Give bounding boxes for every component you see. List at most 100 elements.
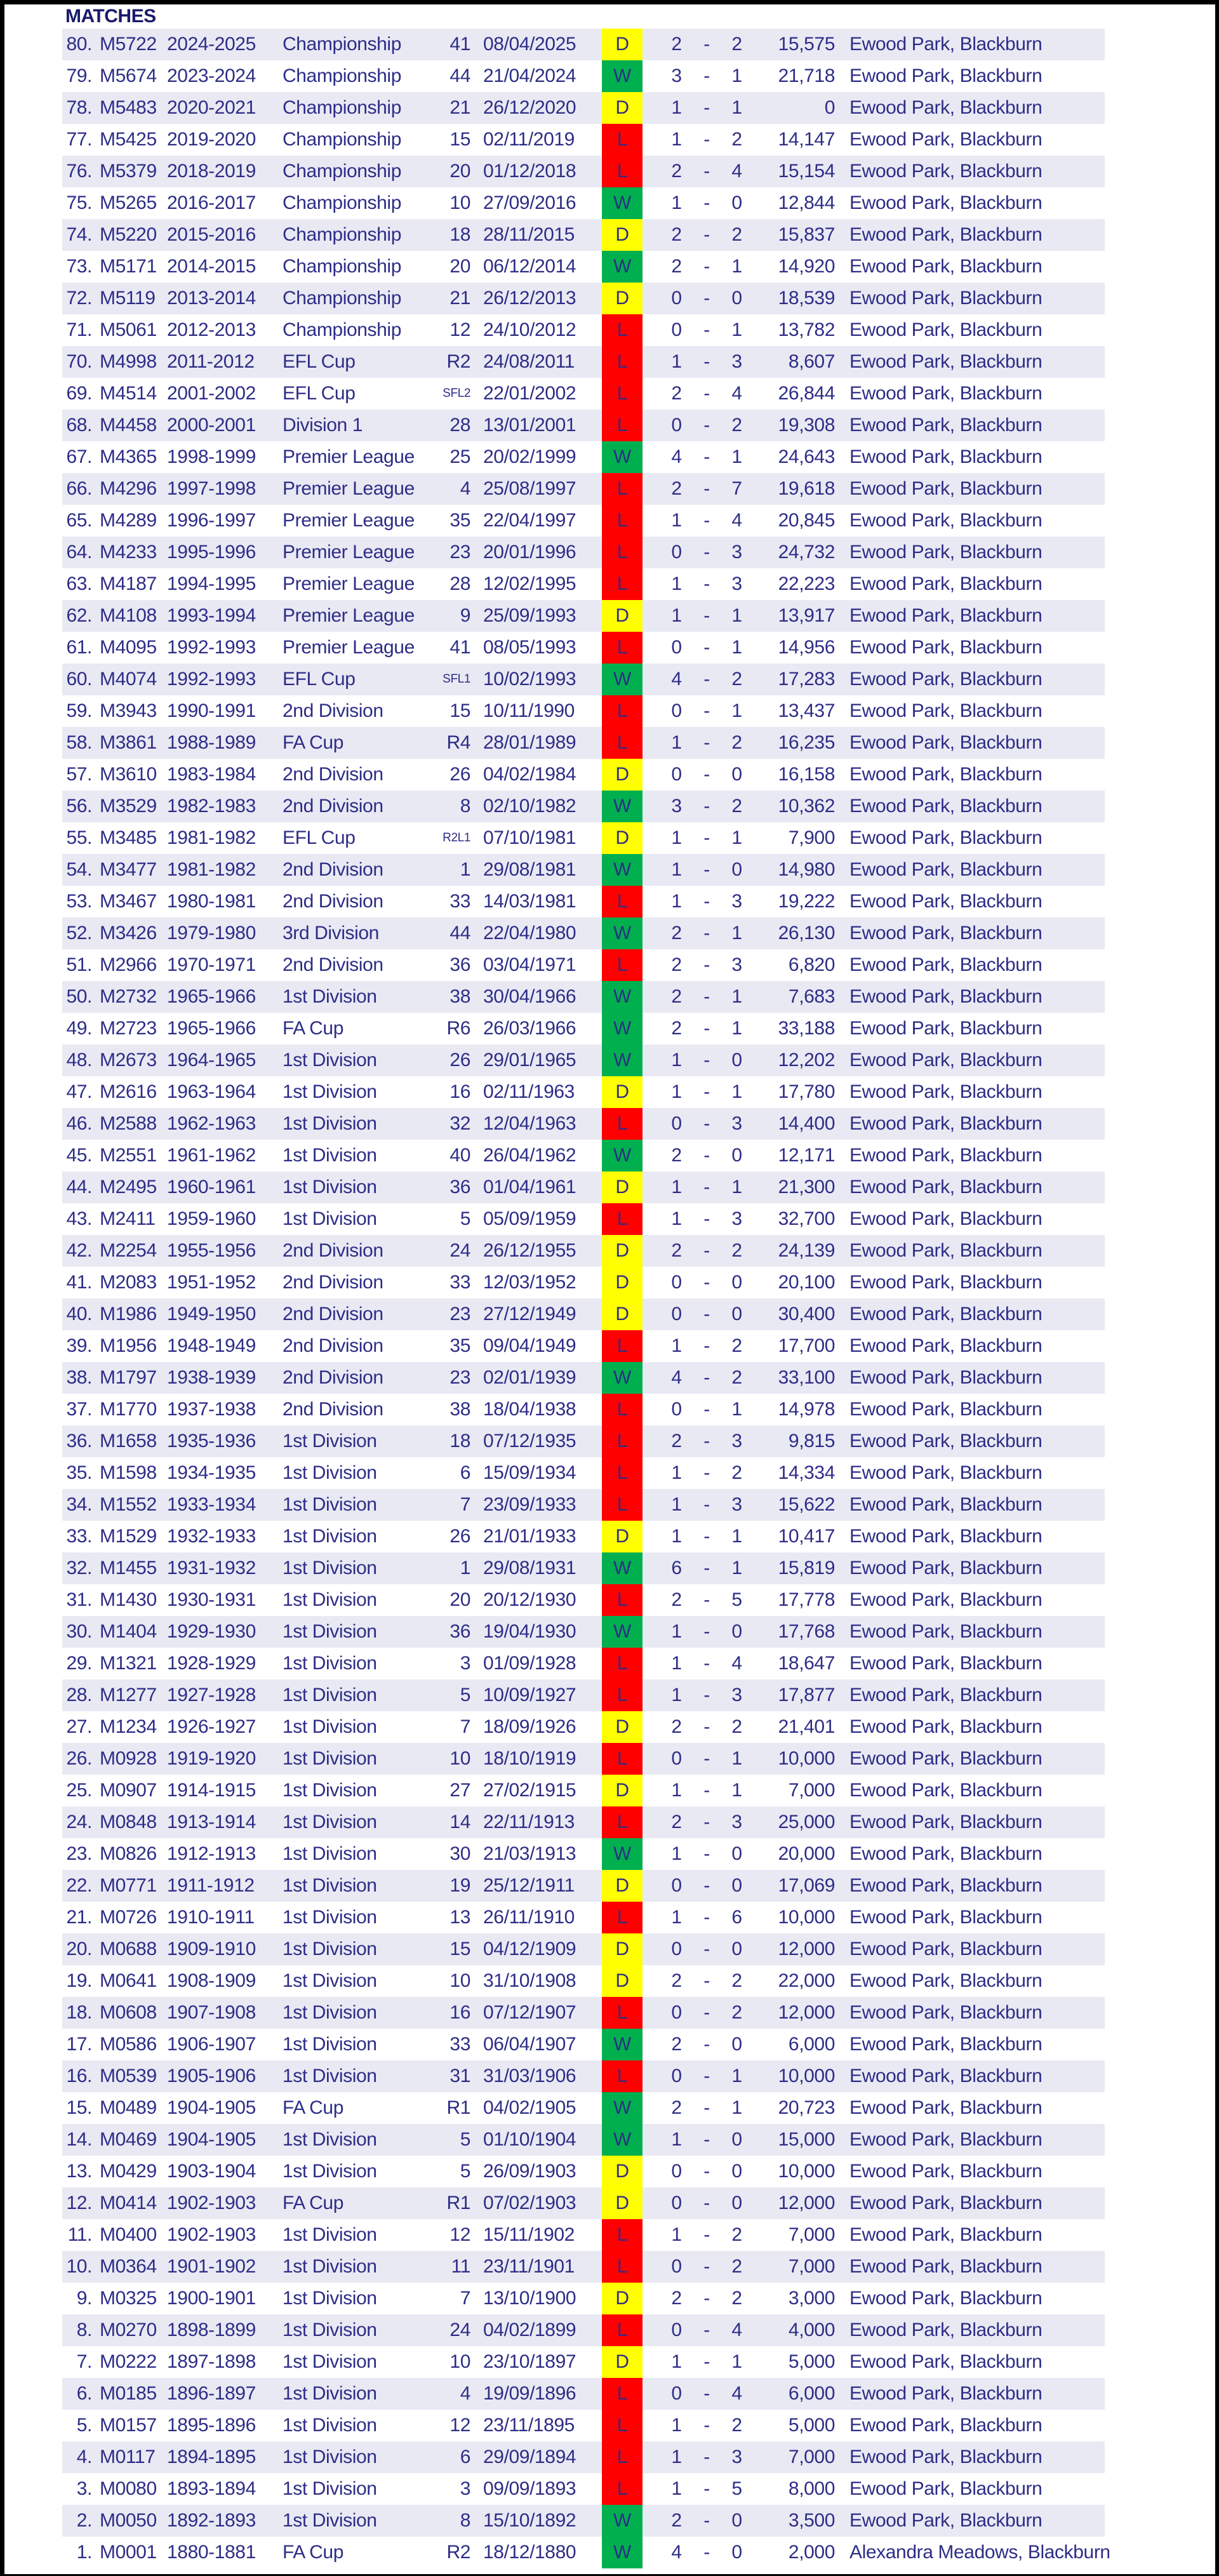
table-row[interactable]: 64. M4233 1995-1996 Premier League 23 20…: [62, 537, 1105, 568]
home-score: 3: [671, 796, 682, 817]
table-row[interactable]: 79. M5674 2023-2024 Championship 44 21/0…: [62, 60, 1105, 92]
table-row[interactable]: 76. M5379 2018-2019 Championship 20 01/1…: [62, 156, 1105, 187]
attendance: 21,718: [778, 65, 836, 86]
table-row[interactable]: 70. M4998 2011-2012 EFL Cup R2 24/08/201…: [62, 346, 1105, 378]
home-score: 2: [671, 2097, 682, 2118]
table-row[interactable]: 8. M0270 1898-1899 1st Division 24 04/02…: [62, 2314, 1105, 2346]
home-score: 2: [671, 1716, 682, 1737]
table-row[interactable]: 46. M2588 1962-1963 1st Division 32 12/0…: [62, 1108, 1105, 1140]
row-number: 36.: [66, 1431, 92, 1452]
table-row[interactable]: 27. M1234 1926-1927 1st Division 7 18/09…: [62, 1711, 1105, 1743]
table-row[interactable]: 67. M4365 1998-1999 Premier League 25 20…: [62, 441, 1105, 473]
venue: Ewood Park, Blackburn: [849, 2034, 1042, 2055]
table-row[interactable]: 23. M0826 1912-1913 1st Division 30 21/0…: [62, 1838, 1105, 1870]
table-row[interactable]: 65. M4289 1996-1997 Premier League 35 22…: [62, 505, 1105, 537]
home-score: 1: [671, 1907, 682, 1928]
table-row[interactable]: 1. M0001 1880-1881 FA Cup R2 18/12/1880 …: [62, 2537, 1110, 2568]
away-score: 2: [731, 2002, 742, 2023]
table-row[interactable]: 22. M0771 1911-1912 1st Division 19 25/1…: [62, 1870, 1105, 1902]
result-badge: W: [602, 854, 643, 886]
table-row[interactable]: 39. M1956 1948-1949 2nd Division 35 09/0…: [62, 1330, 1105, 1362]
attendance: 17,877: [778, 1685, 836, 1705]
season: 1992-1993: [167, 669, 256, 690]
table-row[interactable]: 6. M0185 1896-1897 1st Division 4 19/09/…: [62, 2378, 1105, 2410]
competition: Championship: [283, 288, 401, 309]
table-row[interactable]: 72. M5119 2013-2014 Championship 21 26/1…: [62, 283, 1105, 314]
table-row[interactable]: 73. M5171 2014-2015 Championship 20 06/1…: [62, 251, 1105, 283]
table-row[interactable]: 17. M0586 1906-1907 1st Division 33 06/0…: [62, 2029, 1105, 2060]
table-row[interactable]: 16. M0539 1905-1906 1st Division 31 31/0…: [62, 2060, 1105, 2092]
match-id: M3467: [100, 891, 157, 912]
table-row[interactable]: 25. M0907 1914-1915 1st Division 27 27/0…: [62, 1775, 1105, 1806]
table-row[interactable]: 2. M0050 1892-1893 1st Division 8 15/10/…: [62, 2505, 1105, 2537]
table-row[interactable]: 12. M0414 1902-1903 FA Cup R1 07/02/1903…: [62, 2187, 1105, 2219]
table-row[interactable]: 63. M4187 1994-1995 Premier League 28 12…: [62, 568, 1105, 600]
table-row[interactable]: 61. M4095 1992-1993 Premier League 41 08…: [62, 632, 1105, 664]
table-row[interactable]: 48. M2673 1964-1965 1st Division 26 29/0…: [62, 1044, 1105, 1076]
table-row[interactable]: 3. M0080 1893-1894 1st Division 3 09/09/…: [62, 2473, 1105, 2505]
table-row[interactable]: 57. M3610 1983-1984 2nd Division 26 04/0…: [62, 759, 1105, 791]
table-row[interactable]: 80. M5722 2024-2025 Championship 41 08/0…: [62, 29, 1105, 60]
table-row[interactable]: 71. M5061 2012-2013 Championship 12 24/1…: [62, 314, 1105, 346]
table-row[interactable]: 74. M5220 2015-2016 Championship 18 28/1…: [62, 219, 1105, 251]
table-row[interactable]: 14. M0469 1904-1905 1st Division 5 01/10…: [62, 2124, 1105, 2156]
result-badge: L: [602, 1457, 643, 1489]
table-row[interactable]: 77. M5425 2019-2020 Championship 15 02/1…: [62, 124, 1105, 156]
table-row[interactable]: 5. M0157 1895-1896 1st Division 12 23/11…: [62, 2410, 1105, 2441]
table-row[interactable]: 36. M1658 1935-1936 1st Division 18 07/1…: [62, 1425, 1105, 1457]
table-row[interactable]: 24. M0848 1913-1914 1st Division 14 22/1…: [62, 1806, 1105, 1838]
table-row[interactable]: 4. M0117 1894-1895 1st Division 6 29/09/…: [62, 2441, 1105, 2473]
table-row[interactable]: 53. M3467 1980-1981 2nd Division 33 14/0…: [62, 886, 1105, 918]
table-row[interactable]: 31. M1430 1930-1931 1st Division 20 20/1…: [62, 1584, 1105, 1616]
table-row[interactable]: 40. M1986 1949-1950 2nd Division 23 27/1…: [62, 1298, 1105, 1330]
table-row[interactable]: 50. M2732 1965-1966 1st Division 38 30/0…: [62, 981, 1105, 1013]
table-row[interactable]: 68. M4458 2000-2001 Division 1 28 13/01/…: [62, 410, 1105, 441]
table-row[interactable]: 51. M2966 1970-1971 2nd Division 36 03/0…: [62, 949, 1105, 981]
table-row[interactable]: 47. M2616 1963-1964 1st Division 16 02/1…: [62, 1076, 1105, 1108]
table-row[interactable]: 45. M2551 1961-1962 1st Division 40 26/0…: [62, 1140, 1105, 1171]
table-row[interactable]: 7. M0222 1897-1898 1st Division 10 23/10…: [62, 2346, 1105, 2378]
table-row[interactable]: 55. M3485 1981-1982 EFL Cup R2L1 07/10/1…: [62, 822, 1105, 854]
table-row[interactable]: 11. M0400 1902-1903 1st Division 12 15/1…: [62, 2219, 1105, 2251]
table-row[interactable]: 15. M0489 1904-1905 FA Cup R1 04/02/1905…: [62, 2092, 1105, 2124]
table-row[interactable]: 37. M1770 1937-1938 2nd Division 38 18/0…: [62, 1394, 1105, 1425]
table-row[interactable]: 19. M0641 1908-1909 1st Division 10 31/1…: [62, 1965, 1105, 1997]
table-row[interactable]: 35. M1598 1934-1935 1st Division 6 15/09…: [62, 1457, 1105, 1489]
table-row[interactable]: 26. M0928 1919-1920 1st Division 10 18/1…: [62, 1743, 1105, 1775]
table-row[interactable]: 18. M0608 1907-1908 1st Division 16 07/1…: [62, 1997, 1105, 2029]
table-row[interactable]: 42. M2254 1955-1956 2nd Division 24 26/1…: [62, 1235, 1105, 1267]
away-score: 3: [731, 1208, 742, 1229]
table-row[interactable]: 29. M1321 1928-1929 1st Division 3 01/09…: [62, 1648, 1105, 1679]
round: 7: [460, 1716, 471, 1737]
table-row[interactable]: 20. M0688 1909-1910 1st Division 15 04/1…: [62, 1933, 1105, 1965]
table-row[interactable]: 9. M0325 1900-1901 1st Division 7 13/10/…: [62, 2283, 1105, 2314]
table-row[interactable]: 13. M0429 1903-1904 1st Division 5 26/09…: [62, 2156, 1105, 2187]
table-row[interactable]: 66. M4296 1997-1998 Premier League 4 25/…: [62, 473, 1105, 505]
table-row[interactable]: 43. M2411 1959-1960 1st Division 5 05/09…: [62, 1203, 1105, 1235]
table-row[interactable]: 59. M3943 1990-1991 2nd Division 15 10/1…: [62, 695, 1105, 727]
table-row[interactable]: 32. M1455 1931-1932 1st Division 1 29/08…: [62, 1552, 1105, 1584]
table-row[interactable]: 41. M2083 1951-1952 2nd Division 33 12/0…: [62, 1267, 1105, 1298]
table-row[interactable]: 44. M2495 1960-1961 1st Division 36 01/0…: [62, 1171, 1105, 1203]
table-row[interactable]: 30. M1404 1929-1930 1st Division 36 19/0…: [62, 1616, 1105, 1648]
table-row[interactable]: 60. M4074 1992-1993 EFL Cup SFL1 10/02/1…: [62, 664, 1105, 695]
table-row[interactable]: 58. M3861 1988-1989 FA Cup R4 28/01/1989…: [62, 727, 1105, 759]
away-score: 0: [731, 1304, 742, 1325]
table-row[interactable]: 33. M1529 1932-1933 1st Division 26 21/0…: [62, 1521, 1105, 1552]
table-row[interactable]: 75. M5265 2016-2017 Championship 10 27/0…: [62, 187, 1105, 219]
table-row[interactable]: 34. M1552 1933-1934 1st Division 7 23/09…: [62, 1489, 1105, 1521]
table-row[interactable]: 52. M3426 1979-1980 3rd Division 44 22/0…: [62, 918, 1105, 949]
table-row[interactable]: 10. M0364 1901-1902 1st Division 11 23/1…: [62, 2251, 1105, 2283]
away-score: 0: [731, 1145, 742, 1166]
table-row[interactable]: 78. M5483 2020-2021 Championship 21 26/1…: [62, 92, 1105, 124]
table-row[interactable]: 69. M4514 2001-2002 EFL Cup SFL2 22/01/2…: [62, 378, 1105, 410]
table-row[interactable]: 49. M2723 1965-1966 FA Cup R6 26/03/1966…: [62, 1013, 1105, 1044]
table-row[interactable]: 62. M4108 1993-1994 Premier League 9 25/…: [62, 600, 1105, 632]
score-separator: -: [703, 986, 710, 1007]
venue: Ewood Park, Blackburn: [849, 319, 1042, 340]
table-row[interactable]: 21. M0726 1910-1911 1st Division 13 26/1…: [62, 1902, 1105, 1933]
table-row[interactable]: 54. M3477 1981-1982 2nd Division 1 29/08…: [62, 854, 1105, 886]
table-row[interactable]: 28. M1277 1927-1928 1st Division 5 10/09…: [62, 1679, 1105, 1711]
table-row[interactable]: 56. M3529 1982-1983 2nd Division 8 02/10…: [62, 791, 1105, 822]
table-row[interactable]: 38. M1797 1938-1939 2nd Division 23 02/0…: [62, 1362, 1105, 1394]
